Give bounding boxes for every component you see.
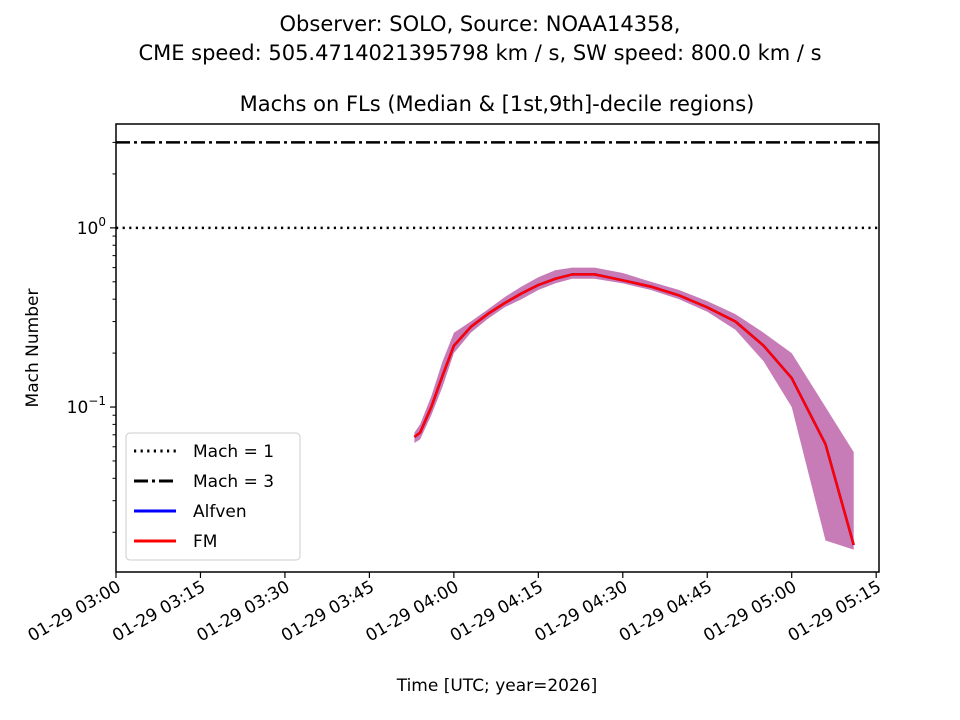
legend-box <box>125 432 301 561</box>
y-axis-ticks: 100 10−1 <box>67 141 116 533</box>
x-tick-label: 01-29 05:15 <box>785 577 885 646</box>
x-tick-label: 01-29 03:45 <box>278 577 378 646</box>
x-tick-label: 01-29 05:00 <box>700 577 800 646</box>
x-tick-label: 01-29 04:00 <box>363 577 463 646</box>
y-tick-label: 10−1 <box>67 394 106 418</box>
legend-label-mach-3: Mach = 3 <box>193 472 274 492</box>
legend: Mach = 1 Mach = 3 Alfven FM <box>125 432 301 561</box>
y-tick-label: 100 <box>77 215 106 239</box>
legend-label-fm: FM <box>193 532 217 552</box>
series-line-fm <box>413 273 855 546</box>
x-tick-label: 01-29 03:00 <box>25 577 125 646</box>
x-tick-label: 01-29 04:30 <box>531 577 631 646</box>
x-tick-label: 01-29 03:15 <box>109 577 209 646</box>
x-tick-label: 01-29 04:45 <box>616 577 716 646</box>
figure-title-line-2: CME speed: 505.4714021395798 km / s, SW … <box>138 41 822 65</box>
decile-band <box>414 267 854 550</box>
reference-lines-layer <box>116 141 879 230</box>
axes-title: Machs on FLs (Median & [1st,9th]-decile … <box>240 92 755 116</box>
plot-frame <box>115 123 880 573</box>
x-axis-label: Time [UTC; year=2026] <box>396 676 598 696</box>
decile-band-layer <box>414 267 854 550</box>
x-tick-label: 01-29 04:15 <box>447 577 547 646</box>
series-layer <box>413 273 855 546</box>
x-tick-label: 01-29 03:30 <box>194 577 294 646</box>
legend-label-alfven: Alfven <box>193 502 247 522</box>
legend-label-mach-1: Mach = 1 <box>193 442 274 462</box>
y-axis-label: Mach Number <box>23 289 43 408</box>
figure-title-line-1: Observer: SOLO, Source: NOAA14358, <box>279 12 681 36</box>
